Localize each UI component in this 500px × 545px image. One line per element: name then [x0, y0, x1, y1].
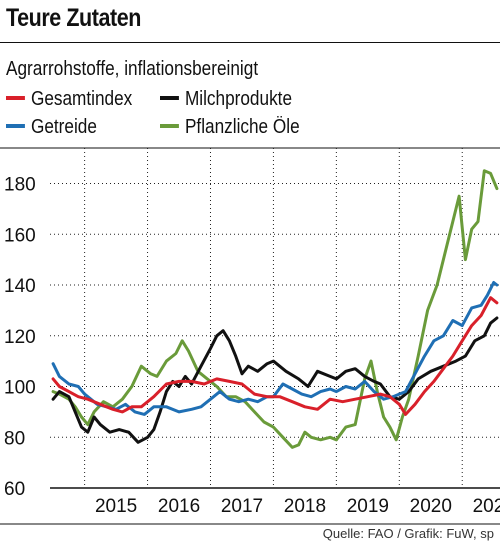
legend-entry-milchprodukte: Milchprodukte	[160, 88, 292, 111]
legend-swatch-getreide	[6, 123, 25, 128]
y-tick-label: 180	[4, 175, 36, 196]
y-tick-label: 120	[4, 327, 36, 348]
x-tick-label: 2018	[284, 496, 326, 517]
x-tick-label: 2017	[221, 496, 263, 517]
series-line-milchprodukte	[51, 316, 499, 444]
legend-swatch-pflanzliche-oele	[160, 123, 179, 128]
legend-entry-pflanzliche-oele: Pflanzliche Öle	[160, 116, 300, 139]
chart-subtitle: Agrarrohstoffe, inflationsbereinigt	[6, 58, 259, 80]
legend-label: Milchprodukte	[184, 88, 293, 110]
series-line-getreide	[51, 281, 499, 416]
title-rule	[0, 42, 500, 43]
legend-entry-gesamtindex: Gesamtindex	[6, 88, 132, 111]
series-line-gesamtindex	[51, 296, 499, 416]
x-tick-label: 2019	[347, 496, 389, 517]
y-tick-label: 60	[4, 479, 25, 500]
x-tick-label: 2016	[158, 496, 200, 517]
y-tick-label: 80	[4, 428, 25, 449]
legend-label: Getreide	[30, 116, 97, 138]
series-line-pflanzliche-le	[51, 169, 499, 449]
source-credit: Quelle: FAO / Grafik: FuW, sp	[322, 526, 494, 541]
x-tick-label: 2015	[95, 496, 137, 517]
legend-entry-getreide: Getreide	[6, 116, 97, 139]
y-tick-label: 160	[4, 225, 36, 246]
page-title: Teure Zutaten	[6, 4, 141, 32]
legend-label: Gesamtindex	[30, 88, 133, 110]
y-tick-label: 140	[4, 276, 36, 297]
x-tick-label: 2021	[473, 496, 500, 517]
y-tick-label: 100	[4, 378, 36, 399]
legend-label: Pflanzliche Öle	[184, 116, 300, 138]
x-tick-label: 2020	[410, 496, 452, 517]
legend-swatch-gesamtindex	[6, 95, 25, 100]
legend-swatch-milchprodukte	[160, 95, 179, 100]
